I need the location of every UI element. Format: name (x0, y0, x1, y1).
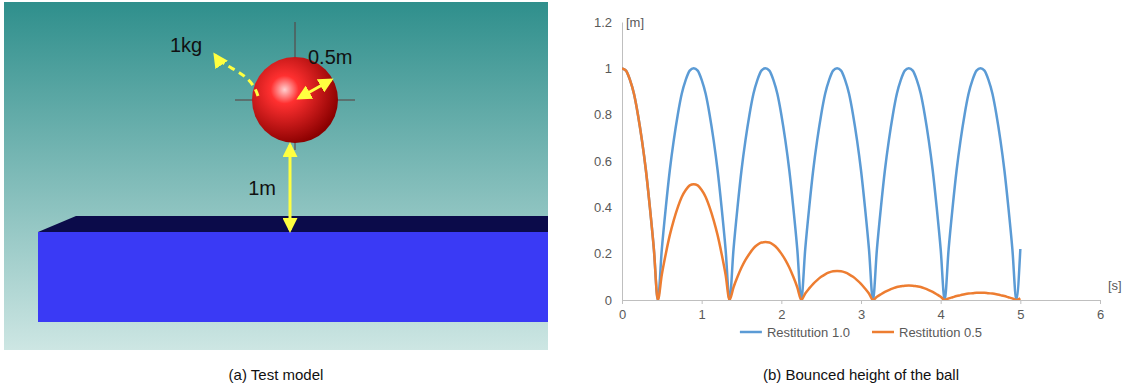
x-axis-title: [s] (1108, 278, 1122, 293)
legend-item: Restitution 1.0 (740, 325, 850, 340)
tick: 0.4 (594, 200, 622, 215)
tick: 1 (699, 300, 706, 322)
tick-label: 6 (1097, 307, 1104, 322)
tick-mark (1020, 300, 1021, 304)
tick-mark (861, 300, 862, 304)
y-axis-title: [m] (626, 15, 644, 30)
tick: 0 (619, 300, 626, 322)
legend-label: Restitution 1.0 (767, 325, 850, 340)
tick: 5 (1017, 300, 1024, 322)
tick-label: 0.4 (594, 200, 612, 215)
legend-swatch (872, 331, 894, 334)
tick: 1 (605, 61, 622, 76)
chart: 0 1 2 3 4 5 6 0 0.2 0.4 0.6 0.8 1 1.2 [m] [s] Restitutio… (594, 15, 1122, 383)
tick-label: 1.2 (594, 15, 612, 30)
tick: 0.2 (594, 246, 622, 261)
tick: 0 (605, 293, 622, 308)
background (4, 2, 548, 350)
series-line (622, 68, 1020, 300)
mass-label: 1kg (170, 34, 202, 56)
axis-line (623, 301, 1101, 305)
tick-mark (702, 300, 703, 304)
platform-top (38, 216, 548, 232)
legend-item: Restitution 0.5 (872, 325, 982, 340)
tick-label: 0.6 (594, 154, 612, 169)
legend: Restitution 1.0 Restitution 0.5 (740, 325, 982, 340)
tick: 2 (778, 300, 785, 322)
plot-area (622, 68, 1020, 300)
test-model: 1kg 0.5m 1m (4, 2, 548, 350)
caption: (a) Test model (229, 366, 324, 383)
tick-label: 3 (858, 307, 865, 322)
tick-label: 0 (605, 293, 612, 308)
figure: 1kg 0.5m 1m (a) Test model 0 1 2 3 4 5 6 0 0.2 0.4 0.6… (0, 0, 1139, 392)
y-axis: 0 0.2 0.4 0.6 0.8 1 1.2 (594, 15, 623, 308)
tick-label: 1 (699, 307, 706, 322)
height-arrow (289, 145, 292, 230)
tick: 0.6 (594, 154, 622, 169)
tick-label: 1 (605, 61, 612, 76)
legend-label: Restitution 0.5 (899, 325, 982, 340)
tick: 1.2 (594, 15, 622, 30)
tick-label: 0.8 (594, 107, 612, 122)
series-line (622, 68, 1020, 300)
tick: 3 (858, 300, 865, 322)
tick-mark (1100, 300, 1101, 304)
tick: 0.8 (594, 107, 622, 122)
x-axis: 0 1 2 3 4 5 6 (619, 300, 1104, 322)
ball (252, 57, 338, 143)
radius-label: 0.5m (308, 46, 352, 68)
tick-mark (781, 300, 782, 304)
tick-label: 0.2 (594, 246, 612, 261)
mass-arrow (215, 55, 258, 96)
tick: 4 (938, 300, 945, 322)
height-label: 1m (248, 177, 276, 199)
chart-title: (b) Bounced height of the ball (763, 366, 959, 383)
tick-label: 5 (1017, 307, 1024, 322)
tick-label: 0 (619, 307, 626, 322)
radius-arrow (299, 80, 331, 98)
tick-label: 4 (938, 307, 945, 322)
tick: 6 (1097, 300, 1104, 322)
legend-swatch (740, 331, 762, 334)
tick-mark (622, 300, 623, 304)
tick-mark (941, 300, 942, 304)
axis-line (622, 23, 623, 301)
tick-label: 2 (778, 307, 785, 322)
platform-front (38, 232, 548, 322)
